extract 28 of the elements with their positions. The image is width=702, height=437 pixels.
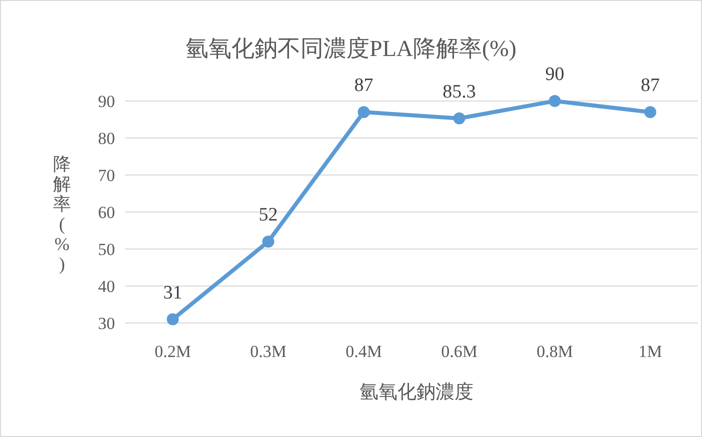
- x-tick-label: 0.2M: [154, 342, 191, 361]
- y-tick-label: 80: [98, 129, 115, 148]
- data-label: 52: [258, 204, 278, 226]
- data-label: 90: [545, 64, 564, 85]
- x-tick-label: 1M: [638, 342, 662, 361]
- y-tick-label: 40: [98, 277, 115, 296]
- y-tick-label: 50: [98, 240, 115, 259]
- point: [453, 112, 466, 124]
- x-axis-title: 氫氧化鈉濃度: [360, 381, 474, 403]
- chart-title: 氫氧化鈉不同濃度PLA降解率(%): [186, 36, 516, 61]
- data-label: 87: [354, 75, 374, 96]
- data-label: 31: [163, 282, 182, 304]
- point: [548, 95, 561, 107]
- x-tick-label: 0.6M: [441, 342, 478, 361]
- y-tick-label: 90: [98, 92, 115, 111]
- data-label: 87: [640, 75, 660, 96]
- point: [644, 106, 656, 118]
- point: [358, 106, 370, 118]
- y-tick-label: 70: [98, 166, 115, 185]
- y-tick-label: 30: [98, 314, 115, 333]
- point: [262, 236, 274, 248]
- x-tick-label: 0.8M: [536, 342, 573, 361]
- data-label: 85.3: [442, 81, 476, 102]
- y-tick-label: 60: [98, 203, 115, 222]
- y-axis-title: 降解率(%): [53, 154, 71, 274]
- x-tick-label: 0.3M: [250, 342, 286, 361]
- point: [166, 313, 179, 326]
- x-tick-label: 0.4M: [346, 342, 382, 361]
